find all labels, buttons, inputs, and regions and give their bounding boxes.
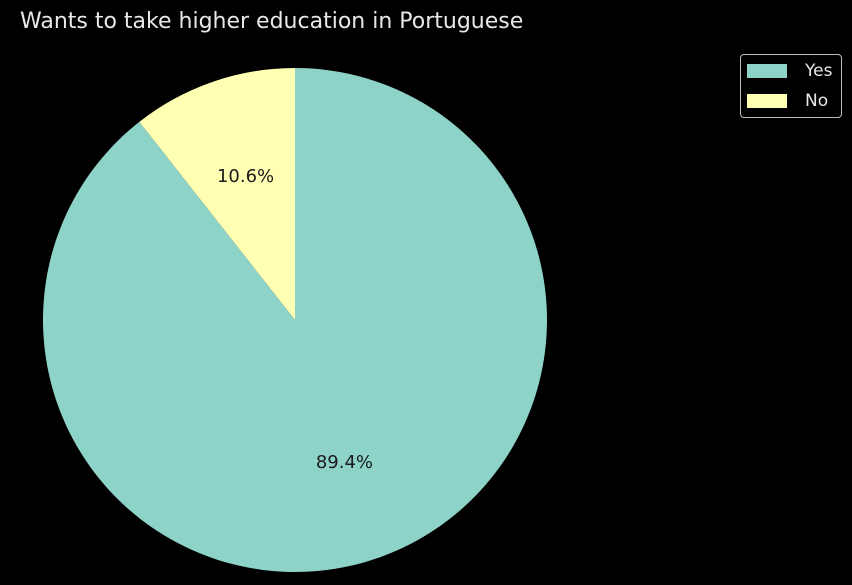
chart-title: Wants to take higher education in Portug… <box>20 9 524 34</box>
pie-slice-no <box>139 68 295 320</box>
legend: Yes No <box>740 54 842 118</box>
pie-label-no: 10.6% <box>217 166 274 187</box>
legend-item-no: No <box>747 90 828 112</box>
legend-swatch-yes <box>747 64 787 78</box>
pie-label-yes: 89.4% <box>316 452 373 473</box>
legend-label-no: No <box>805 91 829 111</box>
legend-label-yes: Yes <box>805 61 833 81</box>
legend-item-yes: Yes <box>747 60 832 82</box>
legend-swatch-no <box>747 94 787 108</box>
